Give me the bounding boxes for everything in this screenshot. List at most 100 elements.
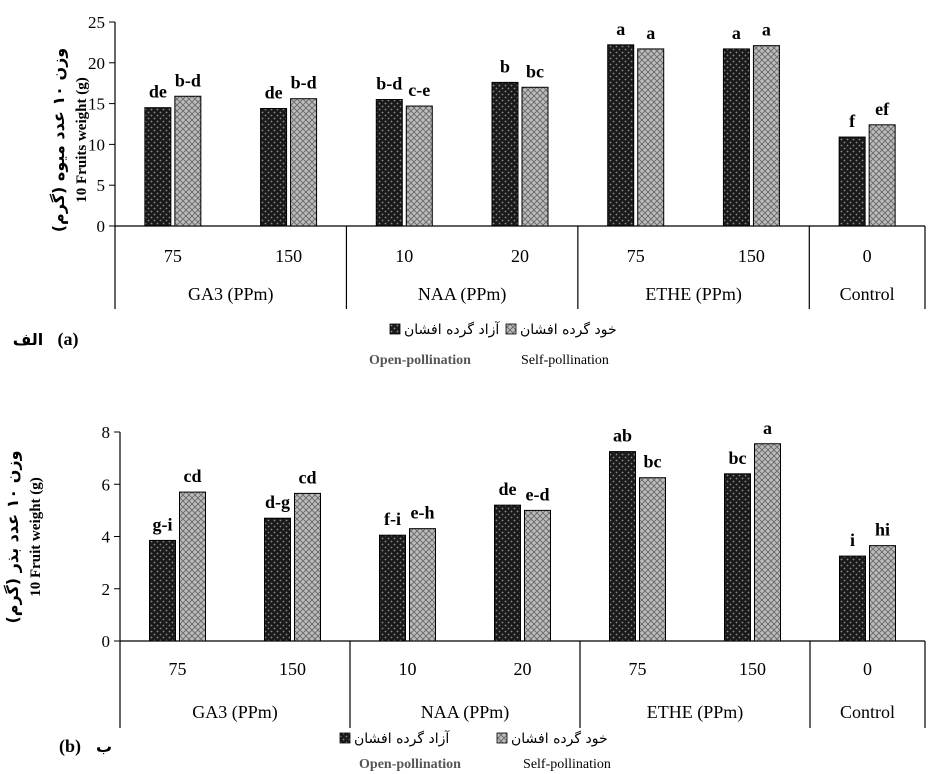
- significance-label: bc: [729, 448, 747, 468]
- bar-self: [174, 95, 202, 227]
- significance-label: a: [762, 20, 771, 40]
- ylabel-b: 10 Fruit weight (g): [28, 477, 44, 597]
- y-tick-label: 6: [102, 475, 111, 494]
- significance-label: a: [732, 23, 741, 43]
- bar-open: [722, 48, 750, 227]
- bar-self: [754, 443, 781, 642]
- group-label: ETHE (PPm): [645, 284, 742, 305]
- panel-label-a-fa: الف: [13, 330, 44, 349]
- significance-label: c-e: [408, 80, 430, 100]
- category-label: 10: [399, 659, 417, 679]
- bar-open: [491, 81, 519, 227]
- category-label: 75: [164, 246, 182, 266]
- group-label: ETHE (PPm): [647, 702, 744, 723]
- legend-b-open-fa: آزاد گرده افشان: [354, 730, 450, 747]
- ylabel-a-fa: وزن ۱۰ عدد میوه (گرم): [49, 48, 68, 233]
- category-label: 20: [514, 659, 532, 679]
- group-label: Control: [840, 284, 895, 304]
- y-tick-label: 15: [88, 95, 105, 114]
- plot-area-a: 0 5 10 15 20 25 de b-d 75 de b-d 150 b-d c-e 10 b bc 20 a a…: [88, 13, 926, 309]
- significance-label: f: [849, 111, 856, 131]
- legend-b-self-fa: خود گرده افشان: [511, 730, 608, 747]
- bar-open: [260, 107, 288, 227]
- significance-label: i: [850, 530, 855, 550]
- bar-self: [294, 492, 321, 642]
- legend-a-open-en: Open-pollination: [369, 353, 471, 368]
- bar-self: [409, 528, 436, 642]
- significance-label: b: [500, 56, 510, 76]
- bar-self: [179, 491, 206, 642]
- category-label: 150: [279, 659, 306, 679]
- panel-a: وزن ۱۰ عدد میوه (گرم) 10 Fruits weight (…: [13, 48, 617, 368]
- bar-self: [521, 86, 549, 227]
- significance-label: b-d: [175, 70, 201, 90]
- group-label: Control: [840, 702, 895, 722]
- ylabel-b-fa: وزن ۱۰ عدد بذر (گرم): [3, 450, 22, 623]
- category-label: 150: [738, 246, 765, 266]
- category-label: 150: [275, 246, 302, 266]
- bar-self: [868, 124, 896, 227]
- bar-self: [405, 105, 433, 227]
- significance-label: a: [646, 23, 655, 43]
- group-label: NAA (PPm): [418, 284, 507, 305]
- bar-open: [839, 555, 866, 642]
- legend-a: آزاد گرده افشان خود گرده افشان Open-poll…: [369, 321, 617, 368]
- significance-label: b-d: [291, 73, 317, 93]
- significance-label: de: [499, 479, 517, 499]
- group-label: GA3 (PPm): [188, 284, 274, 305]
- bar-open: [375, 99, 403, 227]
- category-label: 0: [863, 659, 872, 679]
- legend-a-self-fa: خود گرده افشان: [520, 321, 617, 338]
- bar-open: [149, 539, 176, 642]
- panel-label-b: (b): [59, 736, 81, 757]
- significance-label: ef: [875, 99, 890, 119]
- panel-label-a: (a): [58, 329, 79, 350]
- y-tick-label: 5: [97, 176, 106, 195]
- legend-a-open-swatch: [389, 323, 401, 335]
- significance-label: e-h: [411, 503, 435, 523]
- y-tick-label: 25: [88, 13, 105, 32]
- bar-open: [264, 517, 291, 642]
- significance-label: de: [149, 82, 167, 102]
- group-label: GA3 (PPm): [192, 702, 278, 723]
- significance-label: bc: [644, 452, 662, 472]
- bar-self: [637, 48, 665, 227]
- significance-label: hi: [875, 520, 890, 540]
- panel-b: وزن ۱۰ عدد بذر (گرم) 10 Fruit weight (g)…: [3, 450, 611, 772]
- bar-open: [838, 136, 866, 227]
- significance-label: a: [616, 19, 625, 39]
- category-label: 20: [511, 246, 529, 266]
- legend-a-self-en: Self-pollination: [521, 353, 609, 368]
- bar-self: [752, 45, 780, 227]
- bar-open: [494, 504, 521, 642]
- legend-b: آزاد گرده افشان خود گرده افشان Open-poll…: [339, 730, 611, 772]
- y-tick-label: 0: [97, 217, 106, 236]
- legend-a-self-swatch: [505, 323, 517, 335]
- bar-open: [607, 44, 635, 227]
- bar-open: [724, 473, 751, 642]
- group-label: NAA (PPm): [421, 702, 510, 723]
- legend-b-self-en: Self-pollination: [523, 757, 611, 772]
- significance-label: g-i: [153, 514, 173, 534]
- y-tick-label: 4: [102, 528, 111, 547]
- bar-self: [524, 509, 551, 642]
- legend-a-open-fa: آزاد گرده افشان: [404, 321, 500, 338]
- significance-label: d-g: [265, 492, 290, 512]
- legend-b-open-swatch: [339, 732, 351, 744]
- y-tick-label: 2: [102, 580, 111, 599]
- category-label: 0: [863, 246, 872, 266]
- significance-label: de: [265, 82, 283, 102]
- significance-label: f-i: [384, 509, 401, 529]
- panel-label-b-fa: ب: [96, 737, 112, 756]
- bar-open: [144, 107, 172, 227]
- significance-label: e-d: [526, 484, 550, 504]
- category-label: 75: [627, 246, 645, 266]
- legend-b-self-swatch: [496, 732, 508, 744]
- category-label: 75: [629, 659, 647, 679]
- significance-label: ab: [613, 426, 632, 446]
- y-tick-label: 10: [88, 135, 105, 154]
- legend-b-open-en: Open-pollination: [359, 757, 461, 772]
- bar-self: [290, 98, 318, 227]
